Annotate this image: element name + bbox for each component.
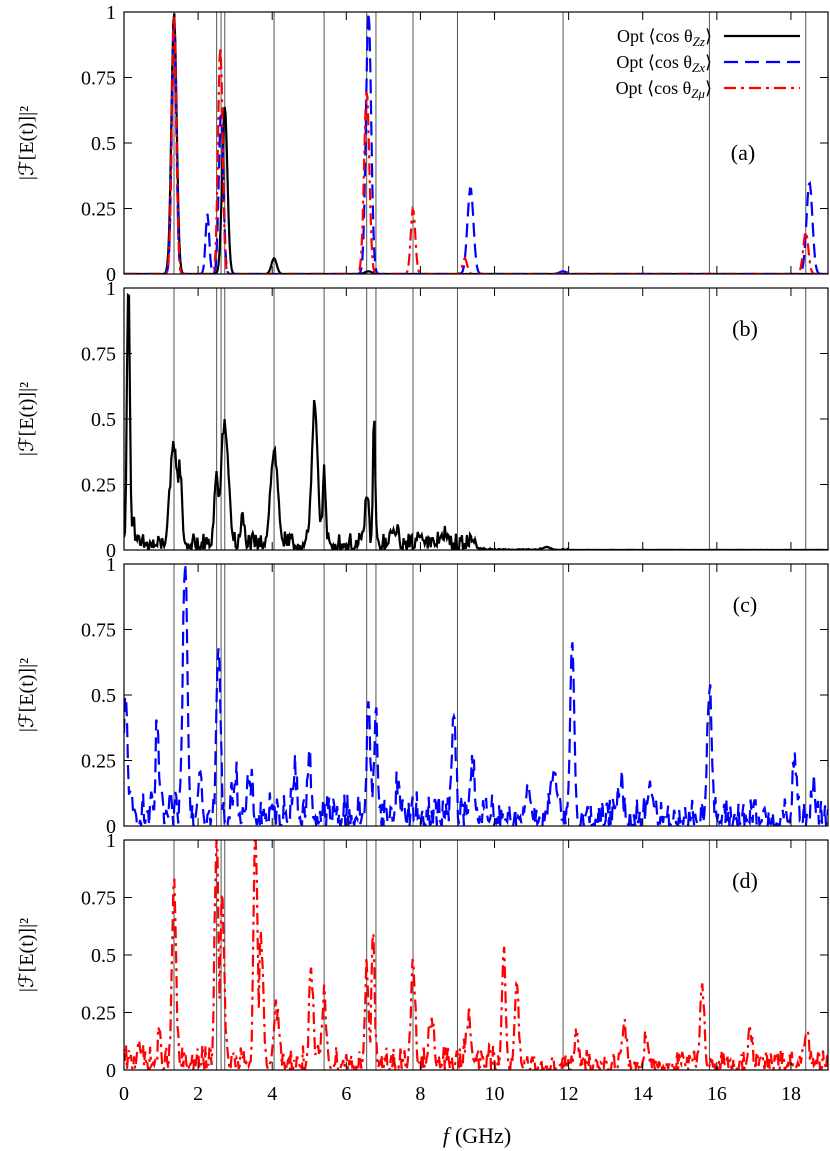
- x-tick-label: 4: [267, 1083, 277, 1105]
- panel-label: (d): [732, 868, 758, 893]
- plot-frame: [123, 563, 829, 827]
- y-tick-label: 0: [106, 264, 116, 286]
- plot-frame: [123, 287, 829, 551]
- panel-label: (a): [731, 140, 755, 165]
- y-axis-label: |ℱ[E(t)]|²: [16, 382, 38, 456]
- x-axis-label: f (GHz): [443, 1123, 511, 1148]
- y-tick-label: 1: [106, 278, 116, 300]
- y-tick-label: 1: [106, 2, 116, 24]
- y-tick-label: 0.75: [81, 68, 116, 90]
- x-tick-label: 8: [415, 1083, 425, 1105]
- y-tick-label: 1: [106, 554, 116, 576]
- x-tick-label: 6: [341, 1083, 351, 1105]
- y-tick-label: 0.25: [81, 475, 116, 497]
- legend-entry-label: Opt ⟨cos θZx⟩: [616, 52, 712, 75]
- y-tick-label: 0.5: [91, 409, 116, 431]
- x-tick-label: 18: [781, 1083, 801, 1105]
- y-tick-label: 0.75: [81, 888, 116, 910]
- y-tick-label: 0.25: [81, 1003, 116, 1025]
- series-line-b-0: [124, 292, 828, 550]
- y-tick-label: 0.75: [81, 620, 116, 642]
- series-line-d-0: [124, 840, 828, 1070]
- y-axis-label: |ℱ[E(t)]|²: [16, 658, 38, 732]
- legend: Opt ⟨cos θZz⟩ Opt ⟨cos θZx⟩ Opt ⟨cos θZμ⟩: [616, 26, 800, 101]
- legend-entry-label: Opt ⟨cos θZz⟩: [617, 26, 712, 49]
- y-tick-label: 0.25: [81, 199, 116, 221]
- x-tick-label: 10: [485, 1083, 505, 1105]
- x-tick-label: 16: [707, 1083, 727, 1105]
- plot-frame: [123, 839, 829, 1071]
- y-tick-label: 0: [106, 540, 116, 562]
- series-line-a-0: [124, 13, 828, 274]
- legend-entry-label: Opt ⟨cos θZμ⟩: [616, 78, 712, 101]
- x-axis-unit: (GHz): [455, 1123, 511, 1148]
- panel-label: (b): [732, 316, 758, 341]
- panel-label: (c): [733, 592, 757, 617]
- y-axis-label: |ℱ[E(t)]|²: [16, 918, 38, 992]
- y-tick-label: 0.75: [81, 344, 116, 366]
- y-tick-label: 0.5: [91, 945, 116, 967]
- x-tick-label: 14: [633, 1083, 653, 1105]
- panel-a: 0 0.25 0.5 0.75 1 |ℱ[E(t)]|² (a): [16, 2, 829, 286]
- panel-b: 0 0.25 0.5 0.75 1 |ℱ[E(t)]|² (b): [16, 278, 829, 562]
- y-tick-label: 0: [106, 816, 116, 838]
- y-tick-label: 0: [106, 1060, 116, 1082]
- panel-c: 0 0.25 0.5 0.75 1 |ℱ[E(t)]|² (c): [16, 554, 829, 838]
- series-line-c-0: [124, 564, 828, 826]
- y-tick-label: 0.5: [91, 133, 116, 155]
- y-tick-label: 1: [106, 830, 116, 852]
- x-axis-var: f: [443, 1123, 452, 1148]
- x-tick-label: 0: [119, 1083, 129, 1105]
- y-tick-label: 0.25: [81, 751, 116, 773]
- panels: 0 0.25 0.5 0.75 1 |ℱ[E(t)]|² (a) 0 0.25 0.5 0.75 1 |…: [16, 2, 829, 1105]
- x-tick-label: 12: [559, 1083, 579, 1105]
- x-tick-label: 2: [193, 1083, 203, 1105]
- y-axis-label: |ℱ[E(t)]|²: [16, 106, 38, 180]
- y-tick-label: 0.5: [91, 685, 116, 707]
